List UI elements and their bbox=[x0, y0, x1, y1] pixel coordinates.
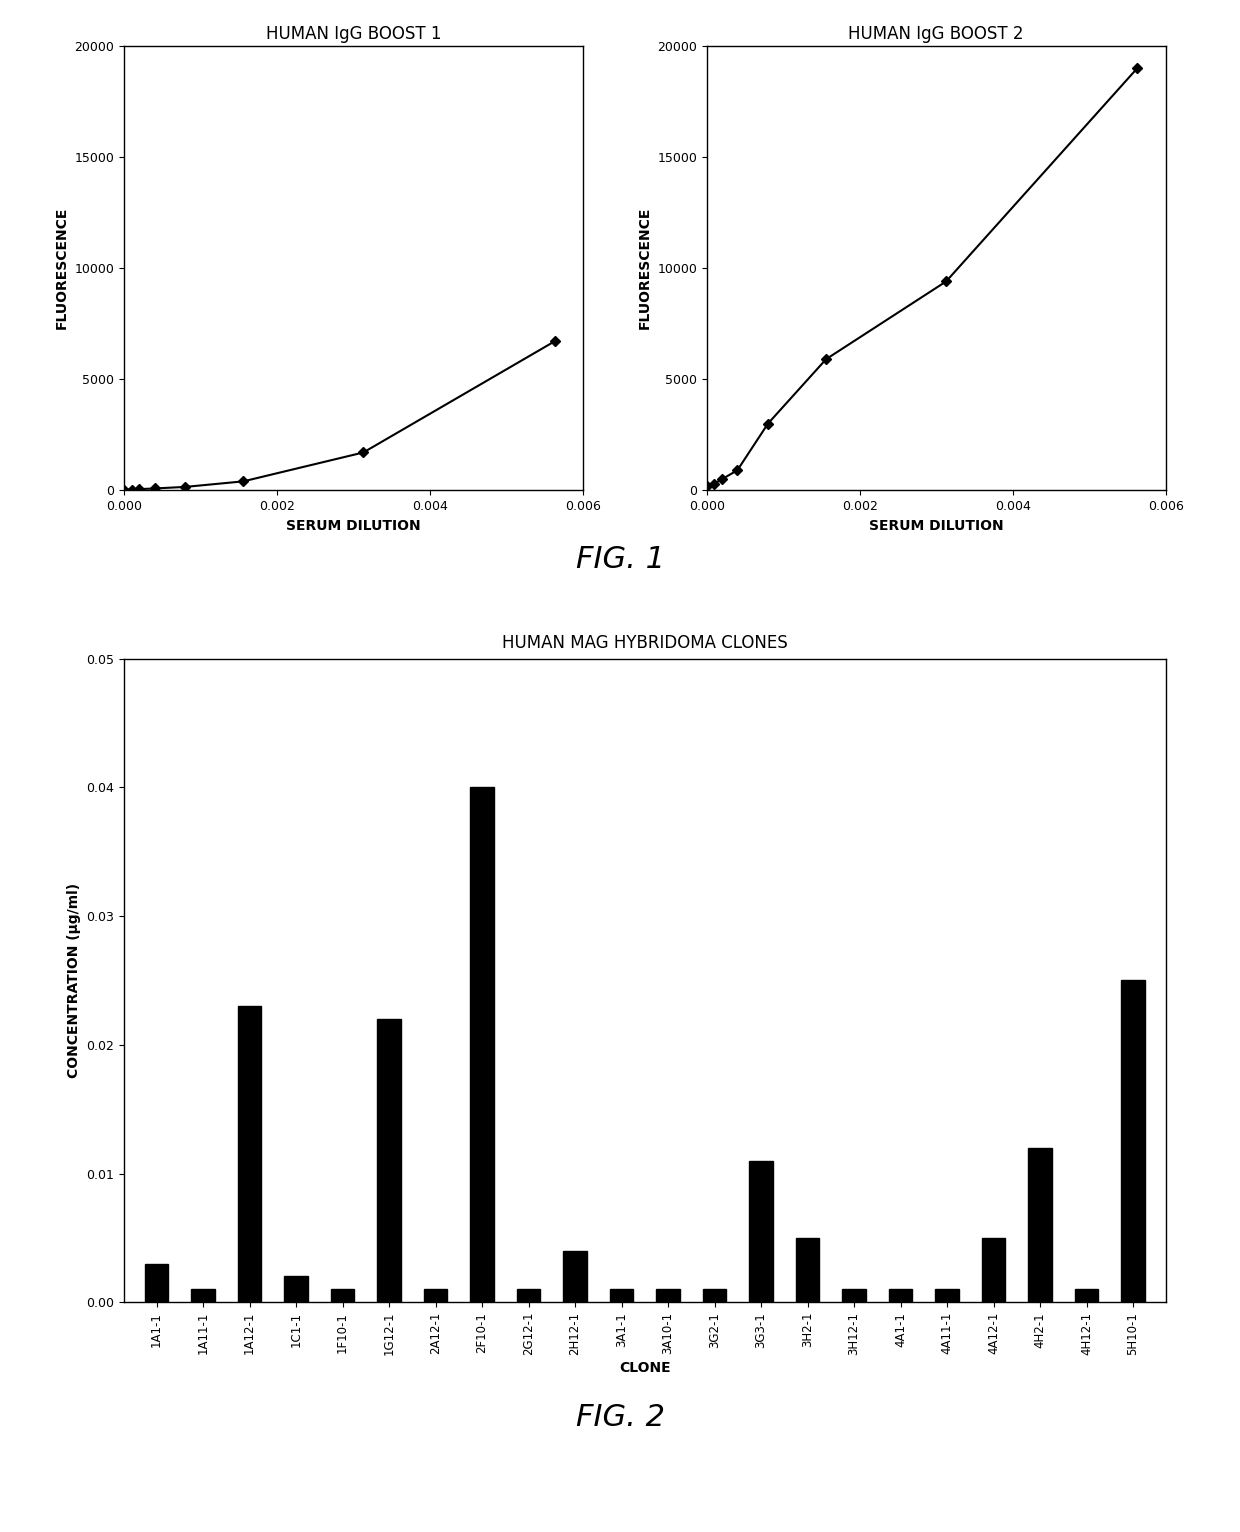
Bar bbox=[238, 1007, 262, 1302]
Bar bbox=[424, 1290, 448, 1302]
Text: FIG. 2: FIG. 2 bbox=[575, 1403, 665, 1431]
Bar bbox=[284, 1276, 308, 1302]
X-axis label: SERUM DILUTION: SERUM DILUTION bbox=[869, 518, 1003, 533]
Y-axis label: FLUORESCENCE: FLUORESCENCE bbox=[55, 207, 69, 329]
Bar bbox=[703, 1290, 727, 1302]
Bar bbox=[377, 1019, 401, 1302]
Bar bbox=[842, 1290, 866, 1302]
Text: FIG. 1: FIG. 1 bbox=[575, 545, 665, 573]
Bar bbox=[656, 1290, 680, 1302]
Y-axis label: FLUORESCENCE: FLUORESCENCE bbox=[637, 207, 652, 329]
X-axis label: CLONE: CLONE bbox=[619, 1360, 671, 1376]
X-axis label: SERUM DILUTION: SERUM DILUTION bbox=[286, 518, 420, 533]
Bar bbox=[610, 1290, 634, 1302]
Bar bbox=[935, 1290, 959, 1302]
Bar bbox=[145, 1264, 169, 1302]
Title: HUMAN IgG BOOST 2: HUMAN IgG BOOST 2 bbox=[848, 25, 1024, 43]
Bar bbox=[889, 1290, 913, 1302]
Bar bbox=[982, 1238, 1006, 1302]
Bar bbox=[563, 1250, 587, 1302]
Bar bbox=[1121, 980, 1145, 1302]
Bar bbox=[470, 787, 494, 1302]
Bar bbox=[749, 1161, 773, 1302]
Title: HUMAN IgG BOOST 1: HUMAN IgG BOOST 1 bbox=[265, 25, 441, 43]
Bar bbox=[517, 1290, 541, 1302]
Bar bbox=[796, 1238, 820, 1302]
Y-axis label: CONCENTRATION (µg/ml): CONCENTRATION (µg/ml) bbox=[67, 882, 81, 1079]
Bar bbox=[1075, 1290, 1099, 1302]
Bar bbox=[1028, 1147, 1052, 1302]
Title: HUMAN MAG HYBRIDOMA CLONES: HUMAN MAG HYBRIDOMA CLONES bbox=[502, 634, 787, 651]
Bar bbox=[191, 1290, 215, 1302]
Bar bbox=[331, 1290, 355, 1302]
